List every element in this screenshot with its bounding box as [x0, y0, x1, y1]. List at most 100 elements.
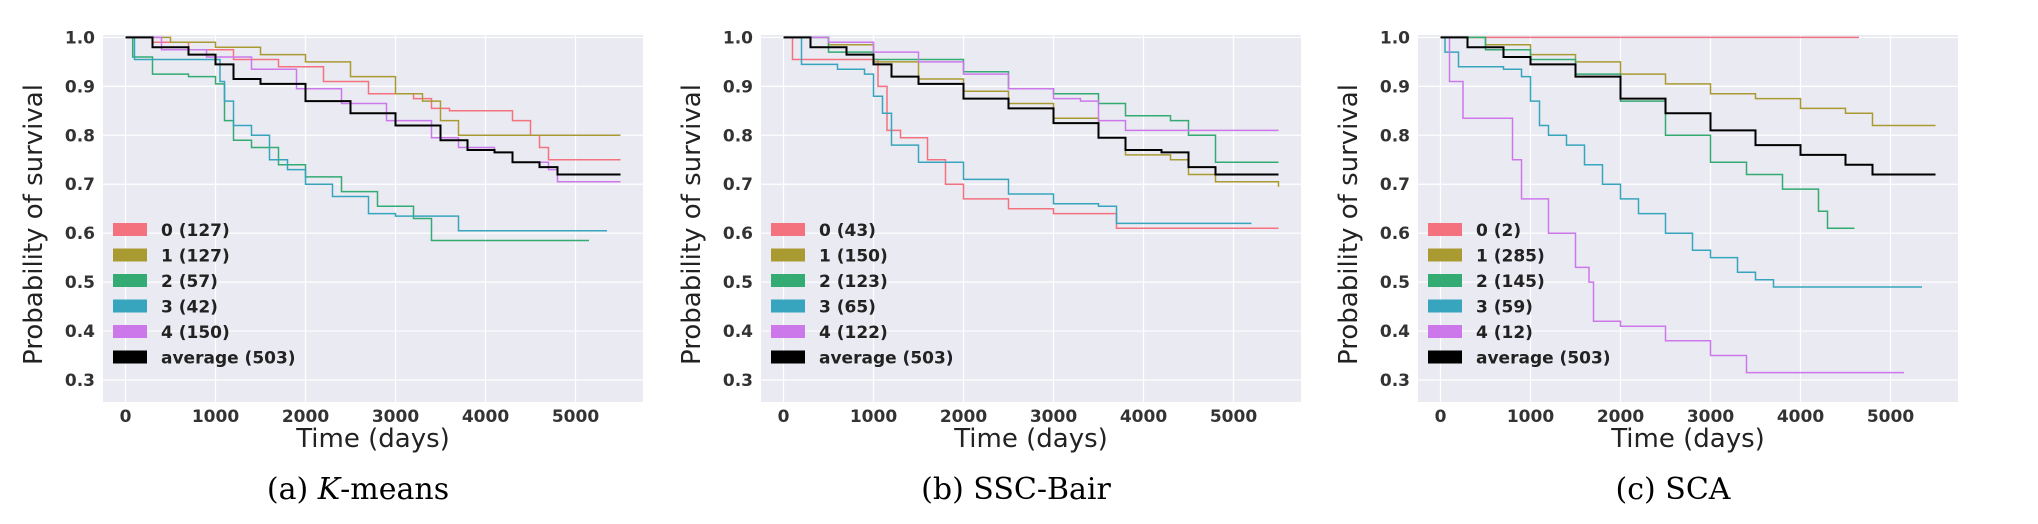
legend-swatch	[771, 274, 805, 287]
series-line-3	[1440, 36, 1922, 288]
y-tick-label: 0.6	[1380, 224, 1410, 244]
series-line-5	[125, 36, 621, 176]
x-tick-label: 1000	[1507, 407, 1554, 427]
x-tick-label: 4000	[462, 407, 509, 427]
legend-swatch	[1428, 248, 1462, 262]
y-tick-label: 0.4	[1380, 322, 1410, 342]
legend-swatch	[1428, 350, 1462, 364]
x-tick-label: 4000	[1777, 407, 1824, 427]
legend-label: 2 (123)	[819, 272, 888, 292]
chart-panel-ssc-bair: 0 1000 2000 3000 4000 5000 0.3 0.4 0.5 0.6 0.7 0.8 0…	[676, 0, 1356, 524]
series-line-2	[125, 36, 589, 242]
x-tick-label: 3000	[372, 407, 419, 427]
legend-swatch	[1428, 299, 1462, 313]
legend-swatch	[771, 248, 805, 262]
caption-italic: K	[317, 472, 341, 507]
caption-rest: -means	[340, 472, 450, 507]
legend-label: average (503)	[161, 349, 296, 369]
plot-area	[103, 35, 643, 402]
legend-swatch	[771, 350, 805, 364]
legend-label: 2 (57)	[161, 272, 218, 292]
chart-svg: 0 1000 2000 3000 4000 5000 0.3 0.4 0.5 0.6 0.7 0.8 0…	[1334, 28, 1958, 454]
x-tick-label: 5000	[1867, 407, 1914, 427]
legend-label: 3 (42)	[161, 298, 218, 318]
series-line-5	[1440, 36, 1936, 176]
series-line-3	[783, 36, 1252, 225]
y-axis-label: Probability of survival	[19, 84, 49, 365]
legend-label: 2 (145)	[1476, 272, 1545, 292]
y-tick-label: 1.0	[723, 28, 753, 48]
legend-swatch	[113, 350, 147, 364]
plot-area	[761, 35, 1301, 402]
figure-caption: (a) K-means	[18, 472, 698, 507]
y-axis-label: Probability of survival	[1334, 84, 1364, 365]
legend-label: 3 (59)	[1476, 298, 1533, 318]
chart-svg: 0 1000 2000 3000 4000 5000 0.3 0.4 0.5 0.6 0.7 0.8 0…	[19, 28, 643, 454]
figure-caption: (c) SCA	[1333, 472, 2013, 507]
plot-area	[1418, 35, 1958, 402]
y-tick-label: 0.4	[723, 322, 753, 342]
legend-label: 1 (150)	[819, 247, 888, 267]
x-tick-label: 2000	[940, 407, 987, 427]
legend-swatch	[1428, 325, 1462, 338]
legend-swatch	[1428, 274, 1462, 287]
x-axis-label: Time (days)	[953, 424, 1108, 454]
legend-swatch	[771, 325, 805, 338]
legend-swatch	[113, 299, 147, 313]
series-line-5	[783, 36, 1279, 176]
x-tick-label: 3000	[1030, 407, 1077, 427]
x-tick-label: 2000	[282, 407, 329, 427]
x-tick-label: 5000	[552, 407, 599, 427]
caption-prefix: (b) SSC-Bair	[921, 472, 1111, 507]
y-tick-label: 0.6	[723, 224, 753, 244]
x-tick-label: 0	[778, 407, 790, 427]
legend-label: 0 (127)	[161, 221, 230, 241]
legend-label: average (503)	[1476, 349, 1611, 369]
x-axis-label: Time (days)	[295, 424, 450, 454]
legend-label: 0 (2)	[1476, 221, 1521, 241]
y-tick-label: 0.5	[723, 273, 753, 293]
y-tick-label: 0.6	[65, 224, 95, 244]
series-line-4	[783, 36, 1279, 132]
legend-label: average (503)	[819, 349, 954, 369]
y-tick-label: 0.5	[1380, 273, 1410, 293]
x-tick-label: 4000	[1120, 407, 1167, 427]
y-tick-label: 0.9	[1380, 77, 1410, 97]
y-tick-label: 0.8	[65, 126, 95, 146]
x-tick-label: 5000	[1210, 407, 1257, 427]
chart-panel-kmeans: 0 1000 2000 3000 4000 5000 0.3 0.4 0.5 0.6 0.7 0.8 0…	[18, 0, 698, 524]
y-tick-label: 0.9	[723, 77, 753, 97]
y-tick-label: 0.7	[723, 175, 753, 195]
legend-swatch	[771, 299, 805, 313]
y-tick-label: 0.7	[1380, 175, 1410, 195]
caption-prefix: (a)	[266, 472, 318, 507]
y-axis-label: Probability of survival	[677, 84, 707, 365]
legend-swatch	[113, 325, 147, 338]
x-tick-label: 1000	[192, 407, 239, 427]
legend-swatch	[771, 223, 805, 236]
x-axis-label: Time (days)	[1610, 424, 1765, 454]
x-tick-label: 0	[120, 407, 132, 427]
series-line-1	[125, 36, 621, 137]
x-tick-label: 2000	[1597, 407, 1644, 427]
legend-swatch	[1428, 223, 1462, 236]
y-tick-label: 0.3	[65, 371, 95, 391]
chart-svg: 0 1000 2000 3000 4000 5000 0.3 0.4 0.5 0.6 0.7 0.8 0…	[677, 28, 1301, 454]
series-line-4	[1440, 36, 1904, 374]
x-tick-label: 1000	[850, 407, 897, 427]
legend-label: 4 (12)	[1476, 323, 1533, 343]
caption-prefix: (c) SCA	[1615, 472, 1731, 507]
legend-label: 1 (285)	[1476, 247, 1545, 267]
legend-swatch	[113, 223, 147, 236]
legend-label: 1 (127)	[161, 247, 230, 267]
series-line-2	[1440, 36, 1855, 230]
x-tick-label: 3000	[1687, 407, 1734, 427]
figure-caption: (b) SSC-Bair	[676, 472, 1356, 507]
y-tick-label: 0.3	[1380, 371, 1410, 391]
y-tick-label: 1.0	[1380, 28, 1410, 48]
legend-swatch	[113, 248, 147, 262]
legend-label: 0 (43)	[819, 221, 876, 241]
legend-label: 3 (65)	[819, 298, 876, 318]
series-line-4	[125, 36, 621, 183]
x-tick-label: 0	[1435, 407, 1447, 427]
